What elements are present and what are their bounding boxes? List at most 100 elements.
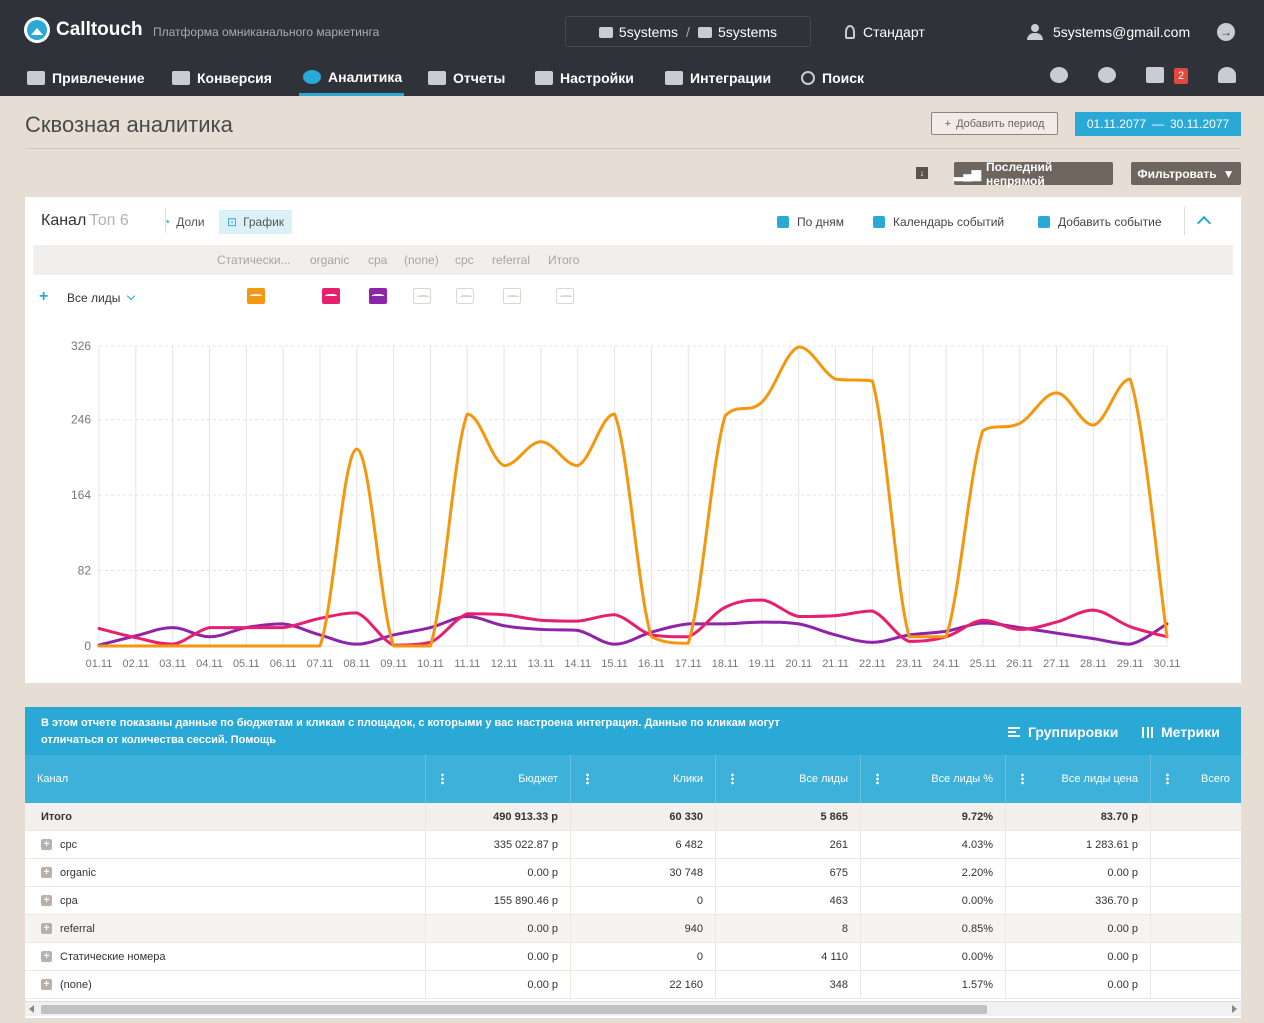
table-cell: 83.70 р xyxy=(1006,803,1151,831)
logo[interactable]: Calltouch xyxy=(24,17,143,43)
column-header-channel[interactable]: Канал xyxy=(25,755,426,803)
column-menu-icon[interactable] xyxy=(441,773,444,785)
column-header-total[interactable]: Всего xyxy=(1151,755,1241,803)
table-cell: 0.00 р xyxy=(426,859,571,887)
nav-label: Настройки xyxy=(560,70,634,86)
chart-card-title[interactable]: Канал Топ 6 xyxy=(41,212,129,230)
nav-item-conversion[interactable]: Конверсия xyxy=(172,60,272,96)
groupings-button[interactable]: Группировки xyxy=(1008,724,1118,740)
x-tick-label: 06.11 xyxy=(270,658,297,670)
column-header-budget[interactable]: Бюджет xyxy=(426,755,571,803)
nav-item-analytics[interactable]: Аналитика xyxy=(299,60,405,96)
list-icon xyxy=(1008,727,1020,737)
column-header-clicks[interactable]: Клики xyxy=(571,755,716,803)
x-tick-label: 11.11 xyxy=(454,658,480,670)
column-menu-icon[interactable] xyxy=(586,773,589,785)
account-from: 5systems xyxy=(598,23,679,40)
expand-row-icon[interactable]: + xyxy=(41,895,52,906)
nav-item-integrations[interactable]: Интеграции xyxy=(665,60,771,96)
column-label: Все лиды xyxy=(799,773,848,785)
column-menu-icon[interactable] xyxy=(1021,773,1024,785)
date-range-picker[interactable]: 01.11.2077 — 30.11.2077 xyxy=(1075,112,1241,136)
bell-icon[interactable] xyxy=(1218,67,1238,87)
table-row[interactable]: + referral 0.00 р 940 8 0.85% 0.00 р xyxy=(25,915,1241,943)
separator: / xyxy=(686,23,690,40)
table-cell: 0.00 р xyxy=(426,971,571,999)
logout-icon[interactable]: → xyxy=(1217,23,1235,41)
horizontal-scrollbar[interactable] xyxy=(25,1001,1241,1016)
tab-graph[interactable]: ⊡ График xyxy=(219,210,293,234)
add-period-button[interactable]: + Добавить период xyxy=(931,112,1058,135)
scroll-left-arrow-icon[interactable] xyxy=(29,1005,34,1013)
column-label: Всего xyxy=(1201,773,1230,785)
x-tick-label: 30.11 xyxy=(1154,658,1181,670)
plus-icon: + xyxy=(944,117,952,130)
series-toggle-static[interactable] xyxy=(247,288,265,304)
add-event-button[interactable]: Добавить событие xyxy=(1038,211,1162,233)
series-toggle-none[interactable] xyxy=(369,288,387,304)
table-cell: 940 xyxy=(571,915,716,943)
account-from-label: 5systems xyxy=(618,23,679,40)
support-chat-icon[interactable] xyxy=(1050,67,1070,87)
add-event-label: Добавить событие xyxy=(1058,215,1162,229)
user-menu[interactable]: 5systems@gmail.com xyxy=(1027,24,1190,40)
calendar-icon xyxy=(873,216,885,228)
expand-row-icon[interactable]: + xyxy=(41,923,52,934)
scroll-right-arrow-icon[interactable] xyxy=(1232,1005,1237,1013)
metric-select[interactable]: Все лиды xyxy=(67,291,136,305)
expand-row-icon[interactable]: + xyxy=(41,979,52,990)
table-row[interactable]: + organic 0.00 р 30 748 675 2.20% 0.00 р xyxy=(25,859,1241,887)
table-cell: 0.00% xyxy=(861,943,1006,971)
series-toggle-cpc[interactable] xyxy=(413,288,431,304)
table-cell: 348 xyxy=(716,971,861,999)
table-header: Канал Бюджет Клики Все лиды Все лиды % В… xyxy=(25,755,1241,803)
x-tick-label: 14.11 xyxy=(564,658,591,670)
column-header-all-leads[interactable]: Все лиды xyxy=(716,755,861,803)
events-calendar-button[interactable]: Календарь событий xyxy=(873,211,1004,233)
table-cell xyxy=(1151,887,1241,915)
tab-shares[interactable]: ◔ Доли xyxy=(155,210,213,234)
nav-item-settings[interactable]: Настройки xyxy=(535,60,634,96)
expand-row-icon[interactable]: + xyxy=(41,839,52,850)
table-row[interactable]: + (none) 0.00 р 22 160 348 1.57% 0.00 р xyxy=(25,971,1241,999)
filter-button[interactable]: Фильтровать ▼ xyxy=(1131,162,1241,185)
expand-row-icon[interactable]: + xyxy=(41,951,52,962)
column-header-all-leads-percent[interactable]: Все лиды % xyxy=(861,755,1006,803)
column-menu-icon[interactable] xyxy=(876,773,879,785)
series-toggle-referral[interactable] xyxy=(456,288,474,304)
series-line-2[interactable] xyxy=(97,615,1169,647)
series-toggle-total[interactable] xyxy=(556,288,574,304)
series-line-0[interactable] xyxy=(97,345,1169,648)
column-menu-icon[interactable] xyxy=(731,773,734,785)
manager-icon[interactable] xyxy=(1098,67,1118,87)
nav-item-reports[interactable]: Отчеты xyxy=(428,60,505,96)
table-cell: 0.00 р xyxy=(1006,943,1151,971)
account-switcher[interactable]: 5systems / 5systems xyxy=(565,16,811,47)
column-menu-icon[interactable] xyxy=(1166,773,1169,785)
column-header-all-leads-price[interactable]: Все лиды цена xyxy=(1006,755,1151,803)
table-cell: 60 330 xyxy=(571,803,716,831)
table-row[interactable]: + cpa 155 890.46 р 0 463 0.00% 336.70 р xyxy=(25,887,1241,915)
main-nav: Привлечение Конверсия Аналитика Отчеты Н… xyxy=(0,60,1264,96)
expand-row-icon[interactable]: + xyxy=(41,867,52,878)
series-line-1[interactable] xyxy=(97,598,1169,647)
nav-item-search[interactable]: Поиск xyxy=(801,60,864,96)
by-days-button[interactable]: По дням xyxy=(777,211,844,233)
date-from: 01.11.2077 xyxy=(1086,117,1146,131)
metrics-button[interactable]: Метрики xyxy=(1142,724,1220,740)
series-toggle-organic[interactable] xyxy=(503,288,521,304)
download-icon[interactable]: ↓ xyxy=(916,167,928,179)
table-total-row[interactable]: Итого 490 913.33 р 60 330 5 865 9.72% 83.70 р xyxy=(25,803,1241,831)
series-toggle-cpa[interactable] xyxy=(322,288,340,304)
add-metric-plus-icon[interactable]: + xyxy=(39,288,49,305)
education-icon[interactable] xyxy=(1146,67,1166,87)
x-tick-label: 19.11 xyxy=(749,658,776,670)
plan-link[interactable]: Стандарт xyxy=(845,24,925,40)
nav-item-acquisition[interactable]: Привлечение xyxy=(27,60,145,96)
nav-label: Отчеты xyxy=(453,70,506,86)
logo-text: Calltouch xyxy=(56,19,143,40)
attribution-model-button[interactable]: ▂▄▆ Последний непрямой xyxy=(954,160,1113,188)
scrollbar-thumb[interactable] xyxy=(41,1005,987,1014)
